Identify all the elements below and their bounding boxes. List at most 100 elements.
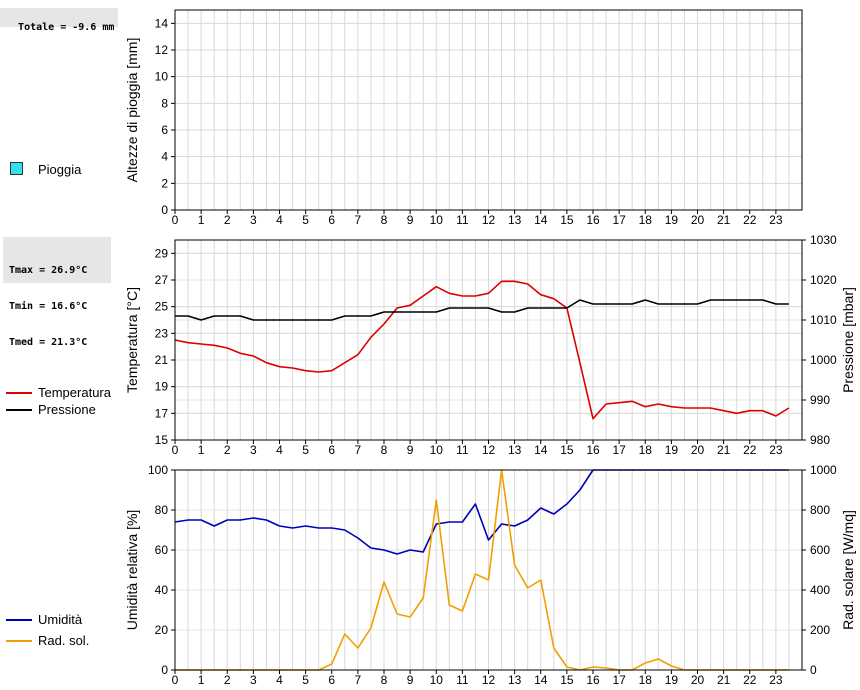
x-tick-label: 22 (743, 443, 757, 457)
x-tick-label: 15 (560, 673, 574, 687)
x-tick-label: 6 (328, 213, 335, 227)
x-tick-label: 16 (586, 213, 600, 227)
x-tick-label: 8 (381, 443, 388, 457)
x-tick-label: 5 (302, 673, 309, 687)
x-tick-label: 6 (328, 443, 335, 457)
y-tick-label: 27 (155, 273, 169, 287)
x-tick-label: 20 (691, 213, 705, 227)
x-tick-label: 1 (198, 213, 205, 227)
y2-tick-label: 1010 (810, 313, 837, 327)
y-tick-label: 21 (155, 353, 169, 367)
x-tick-label: 0 (172, 213, 179, 227)
x-tick-label: 23 (769, 673, 783, 687)
chart-panel-2: 0 1 2 3 4 5 6 7 8 9 10 11 12 13 14 15 16 17 18 19 20 21 22 2315… (124, 233, 856, 457)
y-tick-label: 12 (155, 43, 169, 57)
y2-tick-label: 0 (810, 663, 817, 677)
x-tick-label: 14 (534, 213, 548, 227)
x-tick-label: 9 (407, 673, 414, 687)
x-tick-label: 20 (691, 673, 705, 687)
y-tick-label: 0 (161, 663, 168, 677)
x-tick-label: 1 (198, 443, 205, 457)
x-tick-label: 7 (355, 443, 362, 457)
x-tick-label: 7 (355, 213, 362, 227)
y2-tick-label: 1000 (810, 463, 837, 477)
y-tick-label: 80 (155, 503, 169, 517)
x-tick-label: 19 (665, 213, 679, 227)
x-tick-label: 0 (172, 443, 179, 457)
y2-tick-label: 600 (810, 543, 830, 557)
y2-tick-label: 200 (810, 623, 830, 637)
y2-tick-label: 980 (810, 433, 830, 447)
y-tick-label: 60 (155, 543, 169, 557)
chart-panel-1: 0 1 2 3 4 5 6 7 8 9 10 11 12 13 14 15 16 17 18 19 20 21 22 2302… (124, 9, 803, 227)
series-line-temperatura (174, 280, 790, 420)
x-tick-label: 4 (276, 673, 283, 687)
y2-axis-title: Rad. solare [W/mq] (840, 510, 856, 630)
y-tick-label: 4 (161, 150, 168, 164)
x-tick-label: 11 (456, 673, 469, 687)
x-tick-label: 10 (430, 443, 444, 457)
x-tick-label: 12 (482, 213, 496, 227)
x-tick-label: 22 (743, 673, 757, 687)
x-tick-label: 21 (717, 443, 731, 457)
y2-tick-label: 1000 (810, 353, 837, 367)
y-tick-label: 25 (155, 300, 169, 314)
x-tick-label: 17 (612, 213, 626, 227)
x-tick-label: 19 (665, 443, 679, 457)
y-tick-label: 100 (148, 463, 168, 477)
y-tick-label: 0 (161, 203, 168, 217)
y2-tick-label: 400 (810, 583, 830, 597)
x-tick-label: 11 (456, 443, 469, 457)
x-tick-label: 22 (743, 213, 757, 227)
humidity-legend-label: Umidità (38, 612, 83, 627)
x-tick-label: 13 (508, 443, 522, 457)
y-tick-label: 2 (161, 176, 168, 190)
pressure-swatch (6, 409, 32, 411)
y-tick-label: 10 (155, 70, 169, 84)
rain-swatch (10, 162, 23, 175)
x-tick-label: 1 (198, 673, 205, 687)
x-tick-label: 19 (665, 673, 679, 687)
pressure-legend-label: Pressione (38, 402, 96, 417)
temperature-stats-box: Tmax = 26.9°C Tmin = 16.6°C Tmed = 21.3°… (3, 237, 111, 348)
rain-total-box: Totale = -9.6 mm (0, 8, 118, 33)
tmed-text: Tmed = 21.3°C (9, 337, 88, 348)
x-tick-label: 21 (717, 213, 731, 227)
y-axis-title: Umidità relativa [%] (124, 510, 140, 631)
radiation-legend-label: Rad. sol. (38, 633, 90, 648)
x-tick-label: 8 (381, 673, 388, 687)
x-tick-label: 14 (534, 443, 548, 457)
x-tick-label: 4 (276, 443, 283, 457)
y2-tick-label: 1030 (810, 233, 837, 247)
rain-total-text: Totale = -9.6 mm (18, 22, 115, 33)
chart-panel-3: 0 1 2 3 4 5 6 7 8 9 10 11 12 13 14 15 16 17 18 19 20 21 22 2302… (124, 463, 856, 687)
series-line-umidit (174, 469, 789, 555)
x-tick-label: 16 (586, 443, 600, 457)
y-axis-title: Temperatura [°C] (124, 287, 140, 393)
y2-tick-label: 990 (810, 393, 830, 407)
rain-legend-label: Pioggia (38, 162, 82, 177)
y2-axis-title: Pressione [mbar] (840, 287, 856, 393)
x-tick-label: 6 (328, 673, 335, 687)
tmax-text: Tmax = 26.9°C (9, 265, 88, 276)
x-tick-label: 15 (560, 213, 574, 227)
x-tick-label: 20 (691, 443, 705, 457)
y-tick-label: 15 (155, 433, 169, 447)
y2-tick-label: 800 (810, 503, 830, 517)
x-tick-label: 21 (717, 673, 731, 687)
x-tick-label: 12 (482, 673, 496, 687)
temperature-legend-label: Temperatura (38, 385, 111, 400)
y-tick-label: 17 (155, 406, 169, 420)
tmin-text: Tmin = 16.6°C (9, 301, 88, 312)
x-tick-label: 9 (407, 213, 414, 227)
x-tick-label: 10 (430, 673, 444, 687)
x-tick-label: 14 (534, 673, 548, 687)
x-tick-label: 9 (407, 443, 414, 457)
x-tick-label: 13 (508, 213, 522, 227)
series-line-rad-sol (175, 469, 789, 671)
x-tick-label: 2 (224, 213, 231, 227)
x-tick-label: 18 (639, 443, 653, 457)
y-tick-label: 20 (155, 623, 169, 637)
x-tick-label: 2 (224, 443, 231, 457)
series-line-pressione (175, 299, 789, 321)
